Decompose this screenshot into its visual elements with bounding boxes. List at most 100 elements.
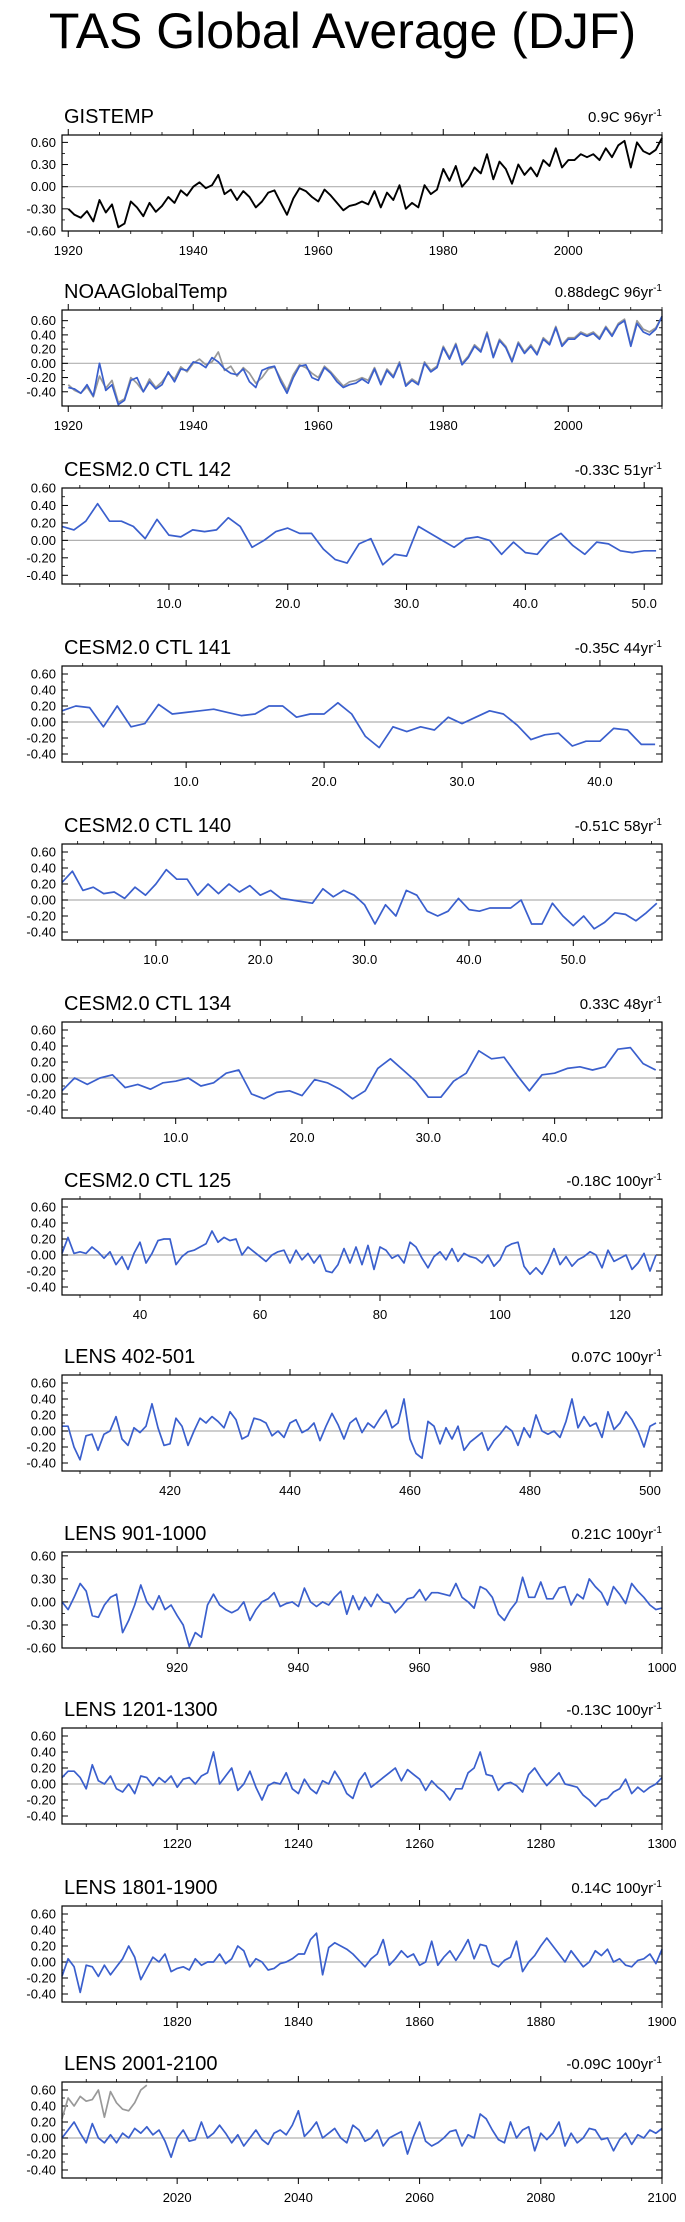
y-tick-label: -0.40: [26, 747, 56, 762]
plot-frame: [61, 1905, 663, 2003]
y-tick-label: 0.60: [31, 313, 56, 328]
x-tick-label: 1280: [526, 1836, 555, 1851]
x-tick-label: 50.0: [561, 952, 586, 967]
series-line: [67, 137, 663, 229]
trend-label: 0.33C 48yr-1: [580, 995, 663, 1013]
x-tick-label: 20.0: [275, 596, 300, 611]
chart-panel: LENS 402-501 0.07C 100yr-1-0.40-0.200.000…: [26, 1346, 663, 1498]
x-tick-label: 2040: [284, 2190, 313, 2205]
series-line: [61, 1230, 657, 1276]
x-tick-label: 60: [253, 1307, 267, 1322]
y-tick-label: 0.20: [31, 699, 56, 714]
x-tick-label: 20.0: [289, 1130, 314, 1145]
x-tick-label: 1980: [429, 418, 458, 433]
y-tick-label: 0.60: [31, 1548, 56, 1563]
y-tick-label: 0.60: [31, 845, 56, 860]
series-line: [61, 701, 656, 749]
chart-panel: LENS 901-1000 0.21C 100yr-1 -0.60 -0.30 0.00…: [26, 1523, 676, 1675]
plot-frame: [61, 2081, 663, 2179]
x-tick-label: 1860: [405, 2014, 434, 2029]
y-tick-label: 0.20: [31, 1055, 56, 1070]
y-tick-label: -0.40: [26, 1103, 56, 1118]
x-tick-label: 420: [159, 1483, 181, 1498]
panel-title: CESM2.0 CTL 134: [64, 993, 231, 1015]
chart-panel: GISTEMP 0.9C 96yr-1 -0.60 -0.30 0.00 0.30 0.60…: [26, 106, 663, 258]
x-tick-label: 2060: [405, 2190, 434, 2205]
plot-frame: [61, 134, 663, 232]
chart-panel: CESM2.0 CTL 142 -0.33C 51yr-1 -0.40 -0.20 0.…: [26, 459, 663, 611]
x-tick-label: 440: [279, 1483, 301, 1498]
y-tick-label: 0.30: [31, 157, 56, 172]
x-tick-label: 1900: [648, 2014, 677, 2029]
y-tick-label: -0.20: [26, 2147, 56, 2162]
y-tick-label: 0.00: [31, 1777, 56, 1792]
y-tick-label: 0.40: [31, 1039, 56, 1054]
y-tick-label: 0.00: [31, 1248, 56, 1263]
chart-panel: LENS 1201-1300 -0.13C 100yr-1-0.40-0.200.…: [26, 1699, 676, 1851]
x-tick-label: 1240: [284, 1836, 313, 1851]
y-tick-label: -0.20: [26, 370, 56, 385]
y-tick-label: -0.20: [26, 1971, 56, 1986]
series-line: [61, 868, 658, 930]
trend-label: -0.09C 100yr-1: [566, 2055, 662, 2073]
x-tick-label: 10.0: [156, 596, 181, 611]
x-tick-label: 40.0: [513, 596, 538, 611]
x-tick-label: 30.0: [394, 596, 419, 611]
chart-panel: LENS 2001-2100 -0.09C 100yr-1-0.40-0.200.…: [26, 2053, 676, 2205]
x-tick-label: 940: [288, 1660, 310, 1675]
series-line: [61, 2084, 148, 2120]
x-tick-label: 1940: [179, 418, 208, 433]
plot-frame: [61, 1021, 663, 1119]
chart-panel: LENS 1801-1900 0.14C 100yr-1 -0.40-0.200.0…: [26, 1877, 676, 2029]
plot-frame: [61, 843, 663, 941]
y-tick-label: 0.00: [31, 1955, 56, 1970]
y-tick-label: -0.60: [26, 224, 56, 239]
y-tick-label: 0.60: [31, 481, 56, 496]
x-tick-label: 980: [530, 1660, 552, 1675]
y-tick-label: 0.40: [31, 2099, 56, 2114]
y-tick-label: 0.40: [31, 1392, 56, 1407]
y-tick-label: 0.00: [31, 715, 56, 730]
y-tick-label: 0.20: [31, 877, 56, 892]
x-tick-label: 40.0: [542, 1130, 567, 1145]
y-tick-label: 0.00: [31, 1071, 56, 1086]
panel-title: NOAAGlobalTemp: [64, 281, 227, 303]
x-tick-label: 1980: [429, 243, 458, 258]
plot-frame: [61, 665, 663, 763]
y-tick-label: -0.40: [26, 1987, 56, 2002]
x-tick-label: 960: [409, 1660, 431, 1675]
plot-frame: [61, 1727, 663, 1825]
x-tick-label: 100: [489, 1307, 511, 1322]
y-tick-label: -0.30: [26, 1617, 56, 1632]
trend-label: 0.14C 100yr-1: [571, 1879, 662, 1897]
panel-title: LENS 2001-2100: [64, 2053, 217, 2075]
trend-label: 0.88degC 96yr-1: [555, 283, 663, 301]
x-tick-label: 40.0: [456, 952, 481, 967]
y-tick-label: -0.20: [26, 1793, 56, 1808]
trend-label: -0.35C 44yr-1: [575, 639, 663, 657]
y-tick-label: 0.40: [31, 1745, 56, 1760]
y-tick-label: -0.40: [26, 925, 56, 940]
y-tick-label: 0.60: [31, 1729, 56, 1744]
x-tick-label: 1220: [163, 1836, 192, 1851]
x-tick-label: 2100: [648, 2190, 677, 2205]
y-tick-label: 0.30: [31, 1571, 56, 1586]
x-tick-label: 120: [609, 1307, 631, 1322]
y-tick-label: 0.60: [31, 2083, 56, 2098]
y-tick-label: 0.20: [31, 1761, 56, 1776]
x-tick-label: 1840: [284, 2014, 313, 2029]
plot-frame: [61, 1198, 663, 1296]
y-tick-label: 0.40: [31, 861, 56, 876]
x-tick-label: 480: [519, 1483, 541, 1498]
y-tick-label: 0.00: [31, 893, 56, 908]
trend-label: 0.21C 100yr-1: [571, 1525, 662, 1543]
y-tick-label: 0.00: [31, 533, 56, 548]
y-tick-label: 0.60: [31, 1376, 56, 1391]
x-tick-label: 920: [166, 1660, 188, 1675]
x-tick-label: 1880: [526, 2014, 555, 2029]
series-line: [61, 1576, 663, 1648]
page-title: TAS Global Average (DJF): [48, 3, 637, 59]
x-tick-label: 1960: [304, 243, 333, 258]
y-tick-label: 0.20: [31, 342, 56, 357]
